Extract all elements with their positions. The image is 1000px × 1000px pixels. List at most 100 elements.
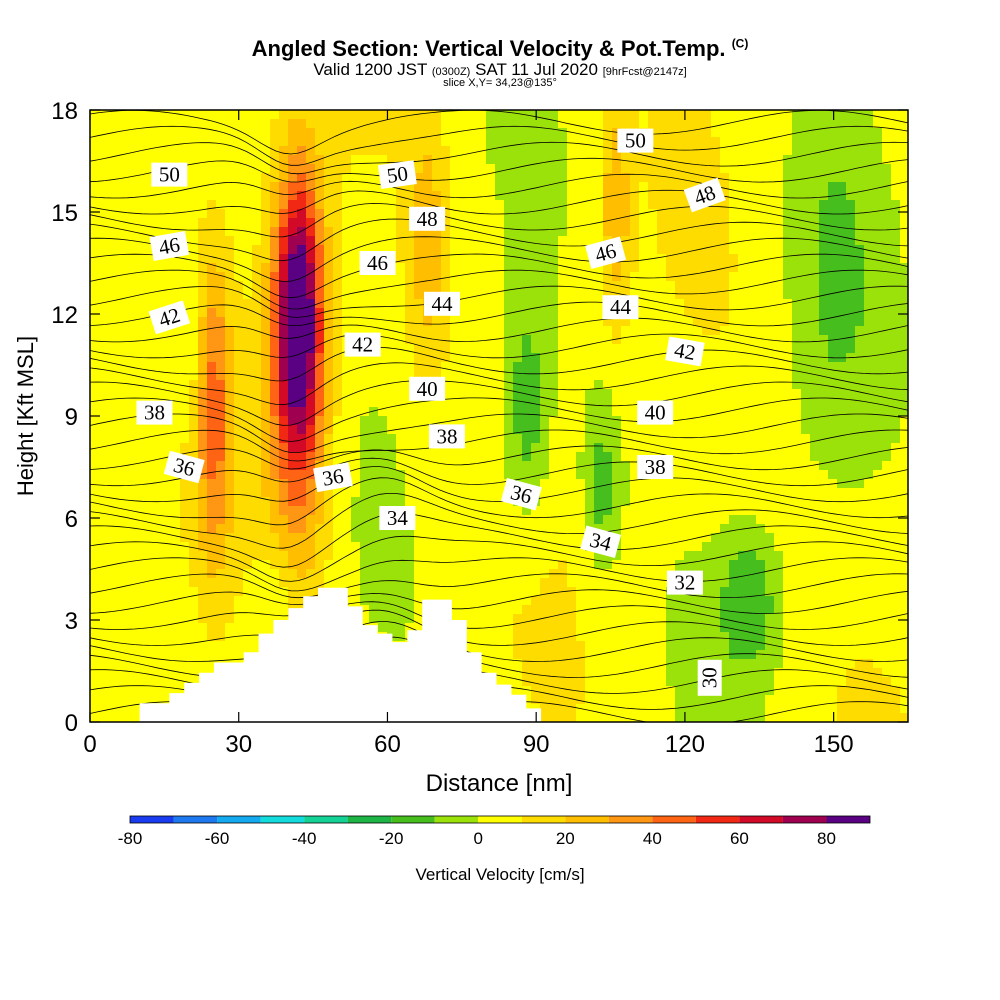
contour-label: 34 [379, 506, 416, 530]
x-tick-label: 90 [523, 731, 550, 758]
colorbar: -80 -60 -40 -20 0 20 40 60 80 Vertical Velocity [… [118, 815, 871, 884]
y-tick-label: 18 [51, 98, 78, 125]
colorbar-tick-label: -60 [205, 829, 230, 848]
colorbar-swatch [347, 816, 392, 823]
slice-info: slice X,Y= 34,23@135° [443, 77, 557, 89]
forecast-info: [9hrFcst@2147z] [602, 66, 687, 78]
contour-label-text: 50 [385, 161, 409, 188]
terrain-mask [90, 587, 542, 722]
contour-label: 42 [665, 336, 705, 367]
contour-label: 44 [423, 291, 460, 316]
x-axis-label: Distance [nm] [426, 770, 573, 797]
contour-label-text: 32 [674, 571, 695, 595]
valid-utc: (0300Z) [431, 66, 471, 78]
contour-label: 46 [359, 251, 396, 275]
colorbar-tick-label: -80 [118, 829, 143, 848]
contour-label: 34 [580, 525, 622, 559]
contour-label: 50 [617, 128, 654, 153]
y-tick-label: 12 [51, 302, 78, 329]
colorbar-swatch [826, 816, 870, 823]
contour-label: 38 [428, 424, 465, 449]
colorbar-swatch [130, 816, 174, 823]
contour-label: 42 [344, 332, 381, 357]
contour-label-text: 42 [672, 338, 697, 365]
contour-label: 48 [409, 206, 446, 231]
y-tick-label: 9 [65, 404, 78, 431]
colorbar-swatch [173, 816, 218, 823]
colorbar-swatch [434, 816, 479, 823]
contour-label-text: 30 [698, 667, 722, 688]
x-tick-label: 30 [225, 731, 252, 758]
contour-label: 36 [500, 477, 542, 511]
colorbar-swatch [652, 816, 696, 823]
contour-label: 42 [148, 300, 191, 335]
contour-label-text: 38 [645, 455, 666, 479]
valid-date: SAT 11 Jul 2020 [475, 60, 598, 79]
colorbar-tick-label: 60 [730, 829, 749, 848]
contour-label-text: 42 [352, 333, 373, 357]
contour-label-text: 38 [144, 401, 165, 425]
y-tick-label: 3 [65, 608, 78, 635]
colorbar-swatch [217, 816, 261, 823]
contour-label-text: 36 [320, 464, 345, 491]
valid-time: Valid 1200 JST (0300Z) SAT 11 Jul 2020 [… [0, 60, 1000, 80]
chart-title: Angled Section: Vertical Velocity & Pot.… [0, 36, 1000, 62]
contour-label: 40 [409, 376, 446, 401]
contour-label: 36 [163, 450, 205, 484]
contour-label: 50 [377, 160, 417, 189]
contour-label: 46 [149, 231, 190, 261]
contour-label-text: 40 [645, 401, 666, 425]
x-tick-label: 150 [814, 731, 854, 758]
colorbar-swatch [391, 816, 435, 823]
colorbar-swatch [608, 816, 653, 823]
contour-label-text: 40 [417, 377, 438, 401]
contour-label-text: 44 [610, 295, 632, 319]
contour-label: 38 [136, 400, 173, 425]
colorbar-tick-label: 80 [817, 829, 836, 848]
copyright-mark: (C) [731, 36, 749, 51]
colorbar-swatch [521, 816, 566, 823]
contour-label-text: 34 [387, 506, 409, 530]
colorbar-tick-label: -40 [292, 829, 317, 848]
contour-label-text: 50 [625, 129, 646, 153]
colorbar-swatch [782, 816, 827, 823]
contour-label-text: 46 [367, 251, 388, 275]
contour-label: 40 [637, 400, 674, 425]
y-axis-label: Height [Kft MSL] [13, 336, 38, 496]
colorbar-tick-label: 40 [643, 829, 662, 848]
contour-label-text: 48 [417, 207, 438, 231]
contour-label: 32 [666, 570, 703, 595]
contour-label-text: 38 [436, 424, 457, 448]
colorbar-swatch [304, 816, 348, 823]
contour-label: 46 [585, 236, 627, 270]
contour-label: 30 [697, 659, 722, 696]
contour-label: 38 [637, 455, 674, 479]
colorbar-swatch [478, 816, 522, 823]
contour-label: 36 [313, 462, 353, 493]
colorbar-swatch [739, 816, 783, 823]
y-tick-label: 15 [51, 200, 78, 227]
velocity-field [90, 110, 908, 722]
colorbar-tick-label: 0 [474, 829, 483, 848]
colorbar-label: Vertical Velocity [cm/s] [415, 865, 584, 884]
contour-label-text: 44 [431, 292, 453, 316]
x-tick-label: 120 [665, 731, 705, 758]
colorbar-tick-label: 20 [556, 829, 575, 848]
colorbar-swatch [260, 816, 305, 823]
x-tick-label: 0 [83, 731, 96, 758]
contour-label-text: 46 [157, 232, 182, 259]
x-tick-label: 60 [374, 731, 401, 758]
contour-label: 48 [683, 177, 726, 213]
y-tick-label: 0 [65, 710, 78, 737]
colorbar-swatch [695, 816, 740, 823]
valid-prefix: Valid 1200 JST [313, 60, 428, 79]
contour-label: 44 [602, 295, 639, 320]
y-tick-label: 6 [65, 506, 78, 533]
contour-label: 50 [151, 162, 188, 187]
contour-labels: 50 50 50 48 48 46 46 46 44 44 42 42 42 40 40 38 38 38 36 36… [136, 128, 726, 696]
contour-label-text: 50 [159, 163, 180, 187]
colorbar-tick-label: -20 [379, 829, 404, 848]
chart-title-text: Angled Section: Vertical Velocity & Pot.… [251, 36, 726, 61]
